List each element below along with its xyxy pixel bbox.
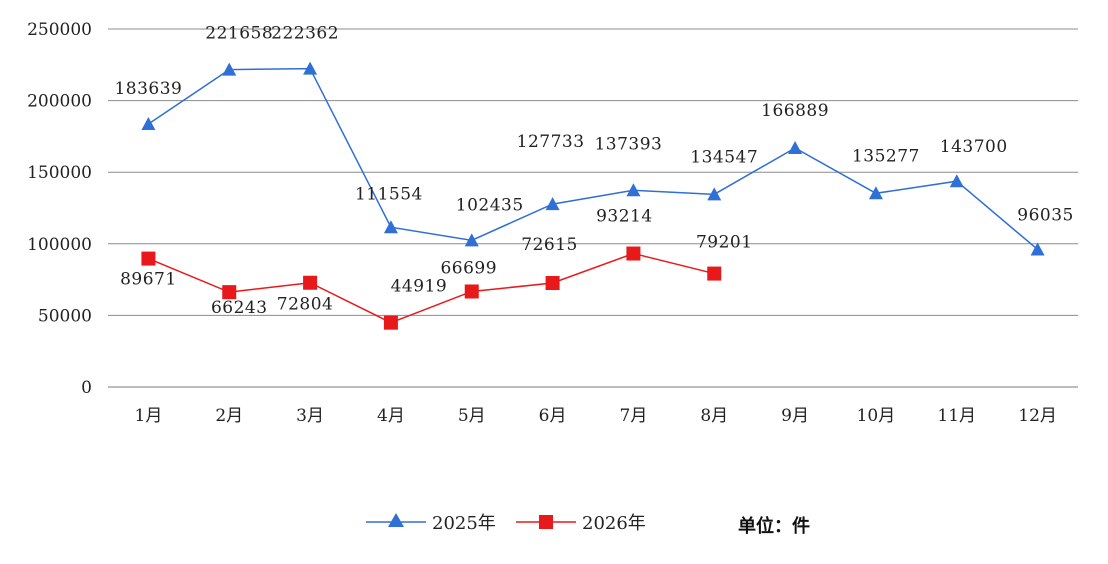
x-tick-label: 7月 xyxy=(620,406,648,426)
y-tick-label: 50000 xyxy=(38,306,92,326)
data-label: 135277 xyxy=(852,146,920,166)
x-tick-label: 12月 xyxy=(1018,406,1057,426)
data-point-triangle xyxy=(303,61,318,75)
data-label: 127733 xyxy=(517,132,585,152)
data-label: 72804 xyxy=(277,295,334,315)
series-line-0 xyxy=(147,67,1039,251)
data-point-triangle xyxy=(464,233,479,247)
data-label: 89671 xyxy=(120,270,177,290)
grid-lines xyxy=(108,28,1078,388)
data-label: 72615 xyxy=(521,235,578,255)
x-tick-label: 4月 xyxy=(377,406,405,426)
data-point-triangle xyxy=(545,197,560,211)
legend-marker-2025 xyxy=(388,513,404,527)
y-tick-label: 200000 xyxy=(27,92,92,112)
y-tick-label: 250000 xyxy=(27,20,92,40)
series-line-1 xyxy=(148,252,715,324)
y-tick-label: 150000 xyxy=(27,163,92,183)
data-label: 183639 xyxy=(114,79,182,99)
y-tick-label: 0 xyxy=(81,378,92,398)
series-group xyxy=(141,61,1045,330)
data-label: 221658 xyxy=(205,24,273,44)
data-point-triangle xyxy=(788,141,803,155)
data-point-triangle xyxy=(1030,242,1045,256)
x-tick-label: 1月 xyxy=(135,406,163,426)
data-label: 79201 xyxy=(696,233,753,253)
x-tick-label: 2月 xyxy=(215,406,243,426)
data-label: 111554 xyxy=(355,184,423,204)
data-label: 66699 xyxy=(440,258,497,278)
unit-label: 单位：件 xyxy=(738,515,810,537)
data-point-square xyxy=(303,275,318,290)
x-tick-label: 11月 xyxy=(937,406,976,426)
data-label: 222362 xyxy=(271,24,339,44)
data-point-square xyxy=(464,284,479,299)
data-point-triangle xyxy=(222,62,237,76)
data-point-square xyxy=(141,251,156,266)
data-point-square xyxy=(707,266,722,281)
legend: 2025年 2026年 单位：件 xyxy=(366,513,810,537)
data-point-triangle xyxy=(949,174,964,188)
data-point-triangle xyxy=(626,183,641,197)
data-label: 143700 xyxy=(940,137,1008,157)
data-point-triangle xyxy=(707,187,722,201)
legend-label-2026: 2026年 xyxy=(582,513,646,534)
legend-label-2025: 2025年 xyxy=(432,513,496,534)
x-axis-ticks: 1月 2月 3月 4月 5月 6月 7月 8月 9月 10月 11月 12月 xyxy=(135,406,1057,426)
y-tick-label: 100000 xyxy=(27,235,92,255)
data-label: 66243 xyxy=(211,298,268,318)
y-axis-ticks: 0 50000 100000 150000 200000 250000 xyxy=(27,20,92,398)
data-point-triangle xyxy=(141,117,156,131)
data-label: 96035 xyxy=(1017,205,1074,225)
data-point-square xyxy=(545,276,560,291)
data-point-square xyxy=(222,285,237,300)
x-tick-label: 3月 xyxy=(296,406,324,426)
data-label: 44919 xyxy=(391,277,448,297)
data-label: 137393 xyxy=(594,134,662,154)
data-label: 134547 xyxy=(690,147,758,167)
data-point-triangle xyxy=(383,220,398,234)
x-tick-label: 10月 xyxy=(857,406,896,426)
data-point-triangle xyxy=(868,186,883,200)
x-tick-label: 9月 xyxy=(781,406,809,426)
data-label: 166889 xyxy=(761,101,829,121)
data-label: 93214 xyxy=(596,207,653,227)
legend-marker-2026 xyxy=(539,515,553,529)
x-tick-label: 6月 xyxy=(539,406,567,426)
data-label: 102435 xyxy=(456,195,524,215)
x-tick-label: 5月 xyxy=(458,406,486,426)
data-point-square xyxy=(626,246,641,261)
data-point-square xyxy=(383,315,398,330)
x-tick-label: 8月 xyxy=(700,406,728,426)
